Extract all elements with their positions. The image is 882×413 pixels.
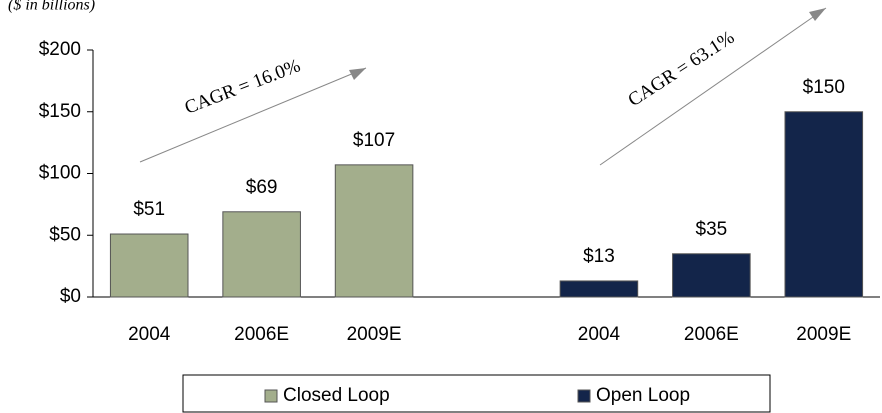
value-label: $51 <box>133 199 165 220</box>
y-tick-label: $200 <box>39 39 81 60</box>
annotation: CAGR = 16.0% <box>182 55 304 118</box>
chart-subtitle: ($ in billions) <box>8 0 95 14</box>
x-tick-label: 2004 <box>128 324 171 345</box>
arrow-head <box>809 8 826 21</box>
annotation: CAGR = 63.1% <box>624 27 738 111</box>
bar <box>109 233 189 298</box>
bar <box>672 253 751 298</box>
x-tick-label: 2009E <box>796 324 851 345</box>
y-tick-label: $100 <box>39 163 81 184</box>
x-tick-label: 2006E <box>234 324 289 345</box>
value-label: $69 <box>246 177 278 198</box>
y-tick-label: $150 <box>39 101 81 122</box>
x-tick-label: 2004 <box>578 324 621 345</box>
value-label: $150 <box>803 77 845 98</box>
legend <box>182 374 771 413</box>
y-tick-label: $0 <box>60 286 81 307</box>
value-label: $35 <box>696 219 728 240</box>
trend-arrow <box>599 7 827 166</box>
y-tick-label: $50 <box>49 224 81 245</box>
bar <box>334 164 414 298</box>
legend-label: Closed Loop <box>283 385 390 406</box>
value-label: $107 <box>353 130 395 151</box>
arrow-head <box>349 68 366 80</box>
legend-swatch <box>264 389 278 403</box>
x-tick-label: 2006E <box>684 324 739 345</box>
x-tick-label: 2009E <box>347 324 402 345</box>
legend-swatch <box>577 389 591 403</box>
value-label: $13 <box>583 246 615 267</box>
bar <box>559 280 639 298</box>
trend-arrow <box>139 67 367 163</box>
legend-label: Open Loop <box>596 385 690 406</box>
bar <box>784 111 864 298</box>
bar <box>222 211 301 298</box>
